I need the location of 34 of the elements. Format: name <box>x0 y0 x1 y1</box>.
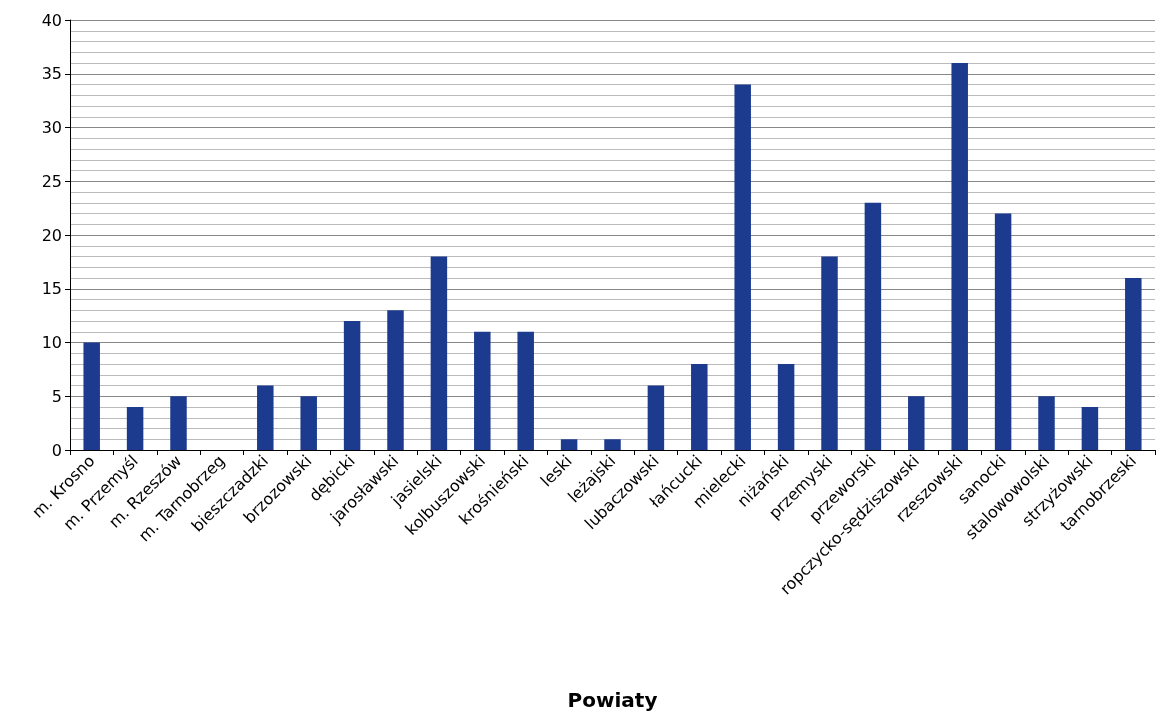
bar <box>604 439 621 450</box>
y-tick-label: 5 <box>51 386 62 406</box>
bar <box>170 396 187 450</box>
bar <box>864 202 882 450</box>
y-tick-label: 40 <box>41 10 62 30</box>
y-tick-label: 10 <box>41 333 62 352</box>
y-tick-label: 0 <box>51 440 62 460</box>
x-axis-title: Powiaty <box>567 688 658 712</box>
bar <box>83 342 100 450</box>
bar <box>430 256 448 450</box>
y-tick-label: 15 <box>41 279 62 299</box>
bar <box>691 364 708 450</box>
y-tick-label: 20 <box>41 225 62 245</box>
bar <box>821 256 838 450</box>
bar <box>343 321 361 450</box>
bar <box>994 213 1012 450</box>
bar <box>908 396 925 450</box>
bar <box>951 63 968 450</box>
bar <box>1125 278 1142 450</box>
bar <box>387 310 404 450</box>
y-tick-label: 30 <box>41 118 62 137</box>
bar <box>517 331 534 450</box>
bar <box>126 407 144 450</box>
y-tick-label: 25 <box>41 171 62 191</box>
bar <box>777 364 795 450</box>
bar <box>1038 396 1055 450</box>
bar <box>560 439 578 450</box>
bar <box>257 385 274 450</box>
bar <box>1081 407 1099 450</box>
bar <box>734 84 751 450</box>
bar <box>300 396 317 450</box>
y-tick-label: 35 <box>41 64 62 84</box>
bar <box>647 385 665 450</box>
bar <box>474 331 491 450</box>
